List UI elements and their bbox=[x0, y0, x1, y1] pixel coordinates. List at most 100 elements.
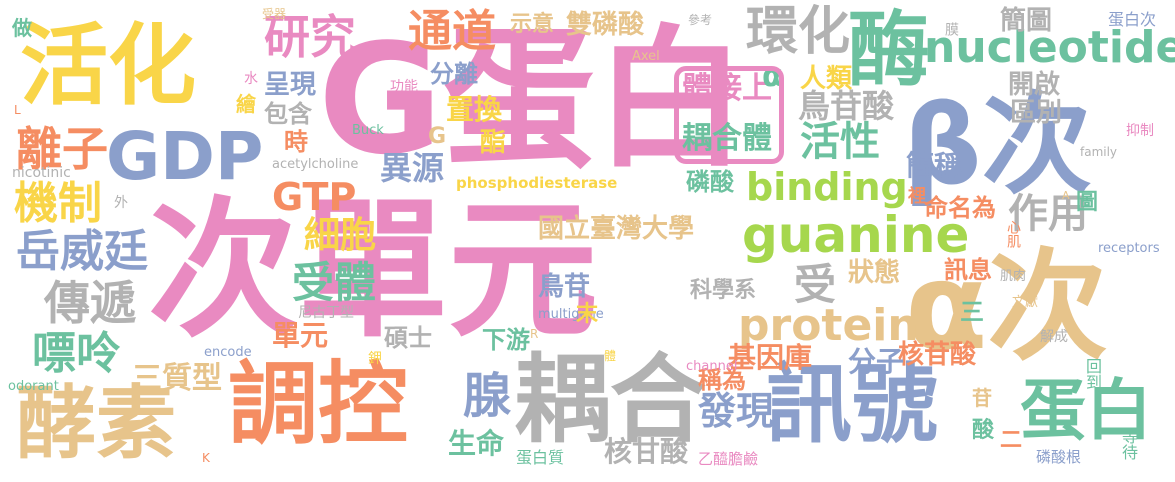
word-multigene: multigene bbox=[538, 307, 604, 322]
word-tu: 圖 bbox=[1076, 190, 1099, 215]
word-ming-ming-wei: 命名為 bbox=[924, 194, 996, 222]
word-shi-yi: 示意 bbox=[510, 12, 555, 37]
word-binding: binding bbox=[746, 165, 908, 209]
word-wai: 外 bbox=[114, 195, 128, 211]
word-cheng-wei: 稱為 bbox=[698, 366, 746, 394]
word-jia: 鉀 bbox=[368, 351, 382, 367]
word-dan-yuan-small: 單元 bbox=[272, 319, 329, 352]
word-xin-ji: 心肌 bbox=[1005, 220, 1021, 248]
word-axel: Axel bbox=[632, 49, 660, 64]
word-huo-hua: 活化 bbox=[20, 14, 197, 117]
word-yan-jiu: 研究 bbox=[264, 10, 356, 64]
word-ntu: 國立臺灣大學 bbox=[538, 214, 695, 244]
word-xia-you: 下游 bbox=[482, 326, 530, 354]
word-san-zhi-xing: 三質型 bbox=[132, 361, 222, 396]
word-gan: 苷 bbox=[972, 386, 992, 410]
word-xian: 腺 bbox=[454, 370, 510, 418]
word-bao-han: 包含 bbox=[264, 100, 312, 128]
word-phosphodiesterase: phosphodiesterase bbox=[456, 174, 618, 192]
word-suan: 酸 bbox=[972, 418, 995, 443]
word-ou-he: 耦合 bbox=[514, 344, 706, 456]
word-wen-xian: 文獻 bbox=[1012, 295, 1039, 310]
word-kai-qi: 開啟 bbox=[1008, 70, 1061, 100]
word-odorant: odorant bbox=[8, 379, 59, 394]
word-xun-xi: 訊息 bbox=[944, 256, 992, 284]
word-gtp: GTP bbox=[272, 175, 357, 219]
word-channel: channel bbox=[686, 359, 738, 374]
word-protein: protein bbox=[738, 300, 919, 351]
word-k: K bbox=[202, 451, 210, 465]
word-lin-suan-gen: 磷酸根 bbox=[1036, 448, 1082, 466]
word-yi-zhi: 抑制 bbox=[1126, 123, 1154, 139]
word-xun-hao: 訊號 bbox=[766, 355, 938, 455]
word-sheng-ming: 生命 bbox=[448, 427, 505, 460]
word-jian-tu: 簡圖 bbox=[1000, 6, 1053, 36]
word-nucleotide: nucleotide bbox=[924, 22, 1175, 73]
word-shi: 時 bbox=[284, 128, 308, 156]
word-li-zi: 離子 bbox=[16, 122, 108, 176]
word-niao-gan: 鳥苷 bbox=[538, 272, 591, 302]
word-fen-li: 分離 bbox=[430, 60, 478, 88]
word-he-gan-suan: 核苷酸 bbox=[898, 340, 977, 370]
word-ou-he-ti: 耦合體 bbox=[682, 121, 772, 156]
word-shuang-lin-suan: 雙磷酸 bbox=[566, 10, 645, 40]
word-alpha-ci: α次 bbox=[905, 238, 1108, 377]
word-jiao-su: 酵素 bbox=[16, 377, 176, 470]
word-cheng-xian: 呈現 bbox=[264, 70, 317, 100]
word-lin-suan: 磷酸 bbox=[686, 168, 734, 196]
word-can-kao: 參考 bbox=[688, 13, 713, 27]
word-r: R bbox=[530, 327, 539, 341]
word-yue-wei-ting: 岳威廷 bbox=[16, 226, 148, 277]
word-encode: encode bbox=[204, 345, 252, 360]
word-fen-zi: 分子 bbox=[848, 345, 905, 378]
word-buck: Buck bbox=[352, 123, 384, 138]
word-ji-rou: 肌肉 bbox=[1000, 269, 1027, 284]
word-san: 三 bbox=[960, 298, 984, 326]
word-dan-bai-ci: 蛋白次 bbox=[1108, 10, 1157, 29]
word-ji-zhi: 機制 bbox=[14, 178, 102, 229]
word-l: L bbox=[14, 103, 21, 117]
word-ji-yin-ku: 基因庫 bbox=[728, 341, 813, 374]
word-shou-ti: 受體 bbox=[292, 258, 377, 307]
highlight-box bbox=[674, 66, 784, 164]
word-zhi: 酯 bbox=[480, 128, 507, 158]
word-ci-dan-yuan: 次單元 bbox=[148, 184, 599, 358]
word-guanine: guanine bbox=[742, 206, 970, 264]
word-deng-dai: 等待 bbox=[1119, 428, 1138, 460]
word-family: family bbox=[1080, 145, 1118, 159]
word-mo: 膜 bbox=[943, 22, 959, 36]
word-shui: 水 bbox=[244, 71, 258, 87]
word-piao-ling: 嘌呤 bbox=[32, 328, 120, 379]
word-shou-qi: 受器 bbox=[262, 7, 287, 21]
word-yi-yuan: 異源 bbox=[380, 149, 445, 187]
word-a: A bbox=[1062, 189, 1070, 202]
word-acetylcholine: acetylcholine bbox=[272, 157, 359, 172]
word-dan-bai-green: 蛋白 bbox=[1020, 372, 1152, 449]
word-jie-cheng: 解成 bbox=[1040, 329, 1068, 345]
word-ren-lei: 人類 bbox=[800, 64, 853, 94]
word-huo-xing: 活性 bbox=[800, 119, 880, 165]
word-shou: 受 bbox=[794, 260, 837, 309]
word-gdp: GDP bbox=[106, 118, 264, 195]
word-zhi-huan: 置換 bbox=[446, 93, 503, 126]
word-ti-small: 體 bbox=[604, 349, 617, 363]
word-he-gan-suan-2: 核甘酸 bbox=[604, 435, 689, 468]
word-gong-neng: 功能 bbox=[390, 79, 418, 95]
word-tong-dao: 通道 bbox=[408, 6, 496, 57]
word-zuo-yong: 作用 bbox=[1008, 191, 1088, 237]
word-zhuang-tai: 狀態 bbox=[848, 258, 901, 288]
word-shuo-shi: 碩士 bbox=[384, 324, 432, 352]
word-er: 二 bbox=[1000, 428, 1023, 453]
word-g-small: G bbox=[428, 124, 447, 149]
word-xi-bao: 細胞 bbox=[304, 215, 377, 256]
word-ti-jie-shang: 體接上 bbox=[682, 71, 772, 106]
word-yi-xi-dan-jian: 乙醯膽鹼 bbox=[698, 450, 759, 468]
word-li: 裡 bbox=[908, 186, 926, 207]
word-fa-xian: 發現 bbox=[698, 389, 775, 433]
word-niao-gan-suan: 鳥苷酸 bbox=[798, 87, 895, 125]
word-chuan-di: 傳遞 bbox=[44, 276, 136, 330]
word-ke-xue-xi: 科學系 bbox=[690, 278, 757, 303]
word-mo-end: 末 bbox=[576, 302, 599, 327]
word-beta-ci: β次 bbox=[903, 81, 1092, 209]
